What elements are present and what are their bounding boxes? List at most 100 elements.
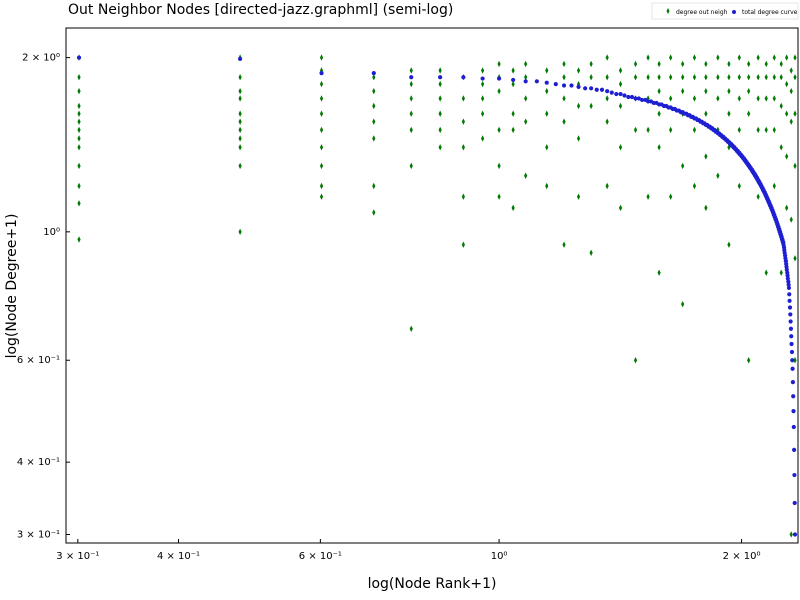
point-degree-out xyxy=(461,118,465,125)
point-degree-out xyxy=(497,193,501,200)
point-degree-out xyxy=(764,95,768,102)
point-degree-out xyxy=(692,95,697,102)
point-degree-out xyxy=(409,126,413,134)
point-degree-out xyxy=(779,269,783,276)
legend-label-degree-out: degree out neigh xyxy=(676,9,728,16)
point-degree-out xyxy=(747,110,751,117)
point-degree-out xyxy=(576,193,581,200)
point-degree-out xyxy=(238,110,242,117)
point-degree-out xyxy=(737,74,741,81)
point-degree-out xyxy=(605,74,609,81)
point-degree-out xyxy=(238,74,242,81)
point-degree-out xyxy=(618,144,623,151)
point-degree-out xyxy=(789,87,793,95)
point-degree-out xyxy=(511,80,515,88)
point-total-degree xyxy=(544,80,549,85)
point-degree-out xyxy=(545,110,549,117)
point-degree-out xyxy=(545,87,549,95)
point-degree-out xyxy=(372,118,376,125)
point-total-degree xyxy=(645,99,651,104)
point-degree-out xyxy=(319,110,324,117)
point-degree-out xyxy=(716,74,720,81)
point-total-degree xyxy=(496,76,502,81)
point-total-degree xyxy=(786,285,792,291)
point-degree-out xyxy=(756,193,760,200)
point-degree-out xyxy=(646,193,650,200)
point-degree-out xyxy=(692,54,697,61)
point-degree-out xyxy=(77,87,81,95)
point-degree-out xyxy=(657,144,661,151)
legend-marker-degree-out xyxy=(666,8,670,14)
y-tick-label: 4 × 10⁻¹ xyxy=(17,457,60,468)
point-degree-out xyxy=(772,74,776,81)
point-degree-out xyxy=(409,325,413,332)
point-degree-out xyxy=(681,74,685,81)
y-tick-label: 6 × 10⁻¹ xyxy=(17,355,60,366)
point-degree-out xyxy=(409,67,413,74)
point-degree-out xyxy=(576,80,581,88)
point-degree-out xyxy=(589,102,593,110)
point-total-degree xyxy=(371,71,376,76)
point-degree-out xyxy=(605,54,609,61)
point-degree-out xyxy=(785,204,789,212)
point-degree-out xyxy=(716,172,720,179)
point-degree-out xyxy=(779,74,783,81)
point-degree-out xyxy=(669,193,673,200)
x-tick-label: 6 × 10⁻¹ xyxy=(299,551,342,562)
point-degree-out xyxy=(756,74,760,81)
point-degree-out xyxy=(481,67,485,74)
point-total-degree xyxy=(633,96,638,101)
point-total-degree xyxy=(438,75,443,80)
point-total-degree xyxy=(576,84,581,89)
point-degree-out xyxy=(319,67,324,74)
point-degree-out xyxy=(77,236,81,243)
point-total-degree xyxy=(569,83,574,88)
point-degree-out xyxy=(692,74,697,81)
x-tick-label: 4 × 10⁻¹ xyxy=(157,551,200,562)
point-total-degree xyxy=(594,87,599,92)
y-axis: 3 × 10⁻¹ 4 × 10⁻¹ 6 × 10⁻¹ 10⁰ 2 × 10⁰ xyxy=(17,53,70,540)
point-total-degree xyxy=(626,94,631,100)
point-degree-out xyxy=(497,126,501,134)
point-degree-out xyxy=(785,153,789,160)
point-degree-out xyxy=(779,102,783,110)
point-total-degree xyxy=(792,532,798,537)
point-total-degree xyxy=(789,334,794,339)
point-degree-out xyxy=(77,118,81,125)
point-total-degree xyxy=(788,312,793,317)
point-total-degree xyxy=(787,292,792,297)
point-degree-out xyxy=(772,95,776,102)
point-degree-out xyxy=(772,182,776,190)
series-layer xyxy=(76,54,798,538)
point-degree-out xyxy=(511,110,515,117)
point-degree-out xyxy=(657,60,661,68)
point-degree-out xyxy=(779,60,783,68)
legend-box xyxy=(651,2,799,20)
point-degree-out xyxy=(704,110,708,117)
point-degree-out xyxy=(681,87,685,95)
point-total-degree xyxy=(461,75,466,80)
point-degree-out xyxy=(77,102,81,110)
point-degree-out xyxy=(409,95,413,102)
point-degree-out xyxy=(716,54,720,61)
point-degree-out xyxy=(737,54,741,61)
point-degree-out xyxy=(238,144,242,151)
point-degree-out xyxy=(77,200,81,207)
point-degree-out xyxy=(605,118,609,125)
y-tick-label: 10⁰ xyxy=(43,227,60,238)
point-degree-out xyxy=(785,110,789,117)
point-degree-out xyxy=(77,126,81,134)
point-total-degree xyxy=(614,91,619,97)
point-degree-out xyxy=(681,60,685,68)
legend-marker-total-degree xyxy=(732,10,736,14)
x-axis: 3 × 10⁻¹ 4 × 10⁻¹ 6 × 10⁻¹ 10⁰ 2 × 10⁰ xyxy=(56,539,761,562)
point-degree-out xyxy=(461,193,465,200)
point-degree-out xyxy=(545,144,549,151)
point-degree-out xyxy=(438,144,442,151)
point-degree-out xyxy=(756,54,760,61)
point-degree-out xyxy=(481,110,485,117)
point-degree-out xyxy=(716,95,720,102)
point-degree-out xyxy=(793,357,797,364)
point-degree-out xyxy=(409,162,413,170)
point-degree-out xyxy=(727,144,731,151)
